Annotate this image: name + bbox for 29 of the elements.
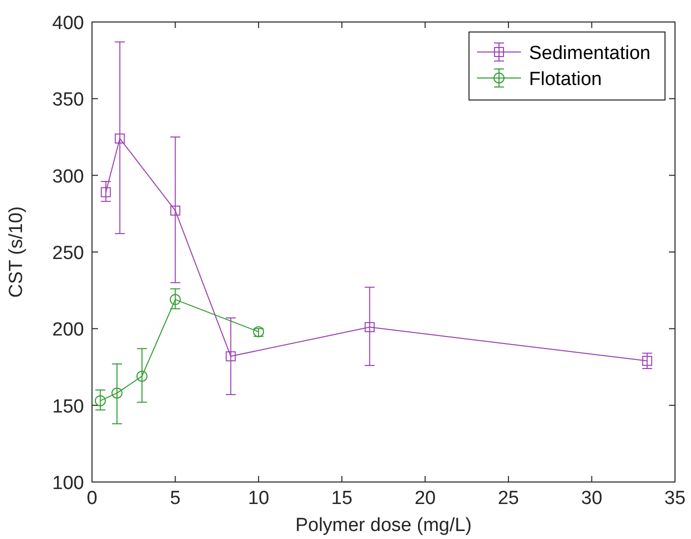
x-tick-label: 20 [414, 488, 436, 509]
y-tick-label: 350 [52, 90, 84, 111]
x-tick-label: 10 [248, 488, 270, 509]
legend-label: Flotation [529, 69, 602, 90]
x-tick-label: 5 [170, 488, 181, 509]
point [170, 294, 181, 306]
point [94, 395, 106, 406]
y-tick-label: 250 [52, 243, 84, 264]
point [364, 322, 375, 332]
x-tick-label: 35 [664, 488, 686, 509]
y-tick-label: 300 [52, 166, 84, 188]
y-tick-label: 200 [52, 320, 84, 341]
y-tick-label: 150 [52, 396, 84, 418]
x-tick-label: 30 [581, 488, 602, 509]
x-axis-title: Polymer dose (mg/L) [295, 515, 472, 536]
y-tick-label: 100 [52, 473, 84, 494]
point [170, 206, 180, 216]
y-axis-title: CST (s/10) [6, 206, 27, 298]
point [100, 187, 111, 198]
x-tick-label: 0 [86, 488, 98, 509]
point [114, 134, 125, 144]
x-tick-label: 15 [331, 488, 352, 509]
point [226, 351, 236, 362]
legend-label: Sedimentation [529, 43, 650, 64]
point [136, 370, 148, 382]
x-tick-label: 25 [498, 488, 519, 509]
point [642, 356, 652, 366]
y-tick-label: 400 [52, 13, 84, 34]
point [111, 388, 122, 399]
